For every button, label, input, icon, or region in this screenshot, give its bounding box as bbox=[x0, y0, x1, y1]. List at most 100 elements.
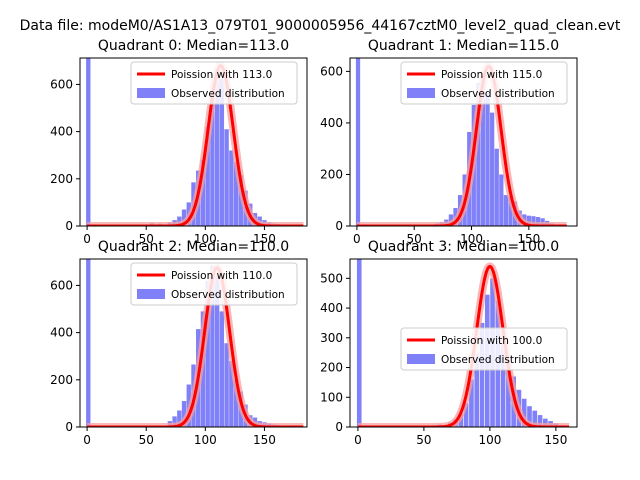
histogram-bar bbox=[210, 92, 215, 226]
histogram-bar bbox=[229, 360, 234, 427]
histogram-bar bbox=[181, 401, 187, 427]
x-tick-label: 150 bbox=[253, 433, 276, 447]
histogram-bar bbox=[485, 93, 490, 226]
histogram-bar bbox=[205, 280, 210, 427]
legend-entry-observed: Observed distribution bbox=[441, 88, 555, 100]
y-tick-label: 0 bbox=[65, 219, 73, 233]
quadrant-3-title: Quadrant 3: Median=100.0 bbox=[368, 239, 559, 255]
histogram-bar bbox=[356, 259, 362, 427]
x-tick-label: 0 bbox=[83, 232, 91, 246]
histogram-bar bbox=[214, 71, 220, 226]
figure-suptitle: Data file: modeM0/AS1A13_079T01_90000059… bbox=[19, 18, 621, 34]
quadrant-3-axes-frame bbox=[349, 258, 578, 428]
y-tick-label: 200 bbox=[320, 167, 343, 181]
x-tick-label: 100 bbox=[478, 433, 501, 447]
histogram-bar bbox=[448, 214, 454, 226]
legend-entry-observed: Observed distribution bbox=[441, 354, 555, 366]
poisson-curve bbox=[357, 264, 570, 427]
histogram-bar bbox=[479, 322, 485, 427]
x-tick-label: 50 bbox=[139, 232, 154, 246]
quadrant-2-panel: 0 50 100 150 0 200 400 600 Quadrant 2: Median=11… bbox=[50, 239, 308, 447]
histogram-bar bbox=[172, 416, 177, 427]
x-tick-label: 100 bbox=[194, 232, 217, 246]
x-tick-label: 100 bbox=[460, 232, 483, 246]
quadrant-3-legend: Poission with 100.0 Observed distribution bbox=[400, 327, 568, 371]
histogram-bar bbox=[86, 259, 91, 427]
y-tick-label: 400 bbox=[50, 125, 73, 139]
quadrant-2-legend: Poission with 110.0 Observed distribution bbox=[130, 262, 298, 306]
x-tick-label: 50 bbox=[416, 433, 431, 447]
y-tick-label: 400 bbox=[320, 301, 343, 315]
quadrant-1-axes-frame bbox=[349, 57, 578, 227]
y-tick-label: 600 bbox=[50, 77, 73, 91]
legend-entry-observed: Observed distribution bbox=[171, 88, 285, 100]
x-tick-label: 150 bbox=[517, 232, 540, 246]
histogram-bar bbox=[499, 174, 504, 226]
histogram-bar bbox=[480, 71, 486, 226]
histogram-bar bbox=[521, 398, 527, 427]
x-tick-label: 0 bbox=[354, 433, 362, 447]
histogram-bar bbox=[233, 162, 239, 226]
histogram-bar bbox=[527, 406, 532, 427]
y-tick-label: 0 bbox=[335, 420, 343, 434]
histogram-bar bbox=[355, 58, 361, 226]
legend-bar-swatch bbox=[407, 354, 435, 364]
quadrant-1-legend: Poission with 115.0 Observed distribution bbox=[400, 61, 568, 105]
legend-entry-poisson: Poission with 113.0 bbox=[171, 69, 272, 81]
histogram-bar bbox=[500, 334, 506, 427]
histogram-bar bbox=[219, 311, 225, 427]
legend-bar-swatch bbox=[137, 88, 165, 98]
quadrant-0-title: Quadrant 0: Median=113.0 bbox=[98, 38, 289, 54]
y-tick-label: 600 bbox=[320, 64, 343, 78]
legend-entry-poisson: Poission with 115.0 bbox=[441, 69, 542, 81]
legend-box bbox=[130, 61, 298, 105]
x-tick-label: 150 bbox=[544, 433, 567, 447]
histogram-bar bbox=[210, 265, 215, 427]
x-tick-label: 150 bbox=[253, 232, 276, 246]
histogram-bar bbox=[532, 410, 538, 427]
quadrant-2-title: Quadrant 2: Median=110.0 bbox=[98, 239, 289, 255]
y-tick-label: 200 bbox=[50, 373, 73, 387]
y-tick-label: 200 bbox=[50, 172, 73, 186]
x-tick-label: 50 bbox=[139, 433, 154, 447]
x-tick-label: 50 bbox=[407, 232, 422, 246]
histogram-bar bbox=[229, 150, 234, 226]
histogram-bar bbox=[474, 354, 480, 427]
histogram-bar bbox=[469, 379, 474, 427]
x-tick-label: 0 bbox=[83, 433, 91, 447]
quadrant-0-legend: Poission with 113.0 Observed distribution bbox=[130, 61, 298, 105]
histogram-bar bbox=[508, 196, 513, 226]
y-tick-label: 0 bbox=[65, 420, 73, 434]
quadrant-1-title: Quadrant 1: Median=115.0 bbox=[368, 38, 559, 54]
quadrant-2-axes-frame bbox=[79, 258, 308, 428]
histogram-bar bbox=[531, 216, 536, 226]
quadrant-3-panel: 0 50 100 150 0 100 200 300 400 500 Quadrant 3: Med… bbox=[320, 239, 578, 447]
histogram-bar bbox=[86, 58, 91, 226]
histogram-bar bbox=[506, 355, 511, 427]
histogram-bar bbox=[503, 195, 509, 226]
x-tick-label: 0 bbox=[353, 232, 361, 246]
histogram-bar bbox=[177, 410, 182, 427]
y-tick-label: 100 bbox=[320, 390, 343, 404]
y-tick-label: 200 bbox=[320, 361, 343, 375]
y-tick-label: 500 bbox=[320, 271, 343, 285]
histogram-bar bbox=[537, 415, 543, 427]
histogram-bar bbox=[205, 126, 210, 226]
legend-entry-poisson: Poission with 110.0 bbox=[171, 270, 272, 282]
histogram-bar bbox=[224, 129, 229, 226]
legend-box bbox=[400, 327, 568, 371]
quadrant-0-panel: 0 50 100 150 0 200 400 600 Quadrant 0: Median=11… bbox=[50, 38, 308, 246]
legend-bar-swatch bbox=[407, 88, 435, 98]
legend-bar-swatch bbox=[137, 289, 165, 299]
histogram-bar bbox=[476, 82, 481, 226]
x-tick-label: 100 bbox=[194, 433, 217, 447]
y-tick-label: 0 bbox=[335, 219, 343, 233]
legend-box bbox=[130, 262, 298, 306]
histogram-bar bbox=[219, 78, 225, 226]
histogram-bar bbox=[535, 216, 541, 226]
histogram-bar bbox=[224, 343, 229, 427]
legend-entry-observed: Observed distribution bbox=[171, 289, 285, 301]
y-tick-label: 400 bbox=[320, 116, 343, 130]
histogram-bar bbox=[233, 379, 239, 427]
